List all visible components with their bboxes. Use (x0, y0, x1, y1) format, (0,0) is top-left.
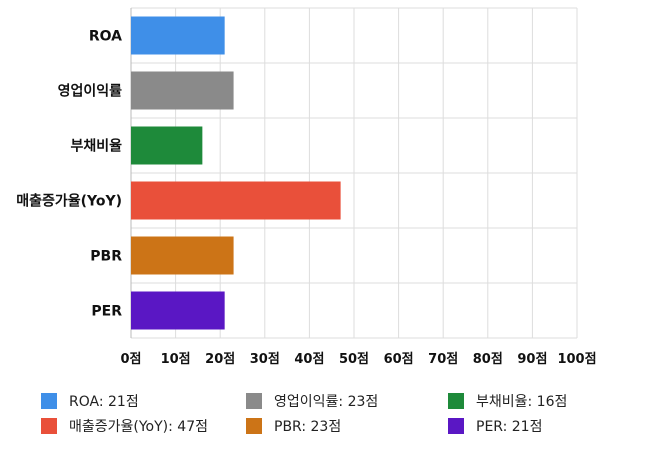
legend-label: 영업이익률: 23점 (274, 394, 378, 410)
bar (131, 16, 225, 55)
bar (131, 291, 225, 330)
x-tick-label: 90점 (517, 352, 547, 367)
legend-swatch (41, 418, 57, 434)
x-tick-label: 60점 (384, 352, 414, 367)
x-tick-label: 80점 (473, 352, 503, 367)
category-label: 매출증가율(YoY) (16, 193, 122, 210)
bar (131, 126, 203, 165)
x-tick-label: 20점 (205, 352, 235, 367)
category-label: ROA (89, 29, 122, 45)
legend-label: PER: 21점 (476, 419, 542, 435)
x-tick-label: 0점 (120, 352, 141, 367)
x-tick-label: 30점 (250, 352, 280, 367)
bar (131, 71, 234, 110)
legend-label: ROA: 21점 (69, 394, 139, 410)
legend-swatch (246, 418, 262, 434)
category-label: 부채비율 (70, 138, 122, 155)
x-tick-label: 100점 (557, 352, 596, 367)
bars (131, 16, 341, 330)
x-tick-label: 50점 (339, 352, 369, 367)
bar (131, 236, 234, 275)
legend-label: PBR: 23점 (274, 419, 341, 435)
bar (131, 181, 341, 220)
category-label: PBR (90, 249, 122, 265)
legend-swatch (41, 393, 57, 409)
legend-swatch (448, 418, 464, 434)
category-label: PER (91, 304, 122, 320)
grid (130, 7, 578, 339)
category-label: 영업이익률 (58, 83, 123, 100)
legend-label: 매출증가율(YoY): 47점 (69, 419, 208, 435)
x-tick-label: 70점 (428, 352, 458, 367)
x-axis-ticks: 0점 10점 20점 30점 40점 50점 60점 70점 80점 90점 100점 (120, 352, 596, 367)
legend-swatch (246, 393, 262, 409)
x-tick-label: 10점 (161, 352, 191, 367)
x-tick-label: 40점 (294, 352, 324, 367)
legend-label: 부채비율: 16점 (476, 394, 567, 410)
legend-swatch (448, 393, 464, 409)
